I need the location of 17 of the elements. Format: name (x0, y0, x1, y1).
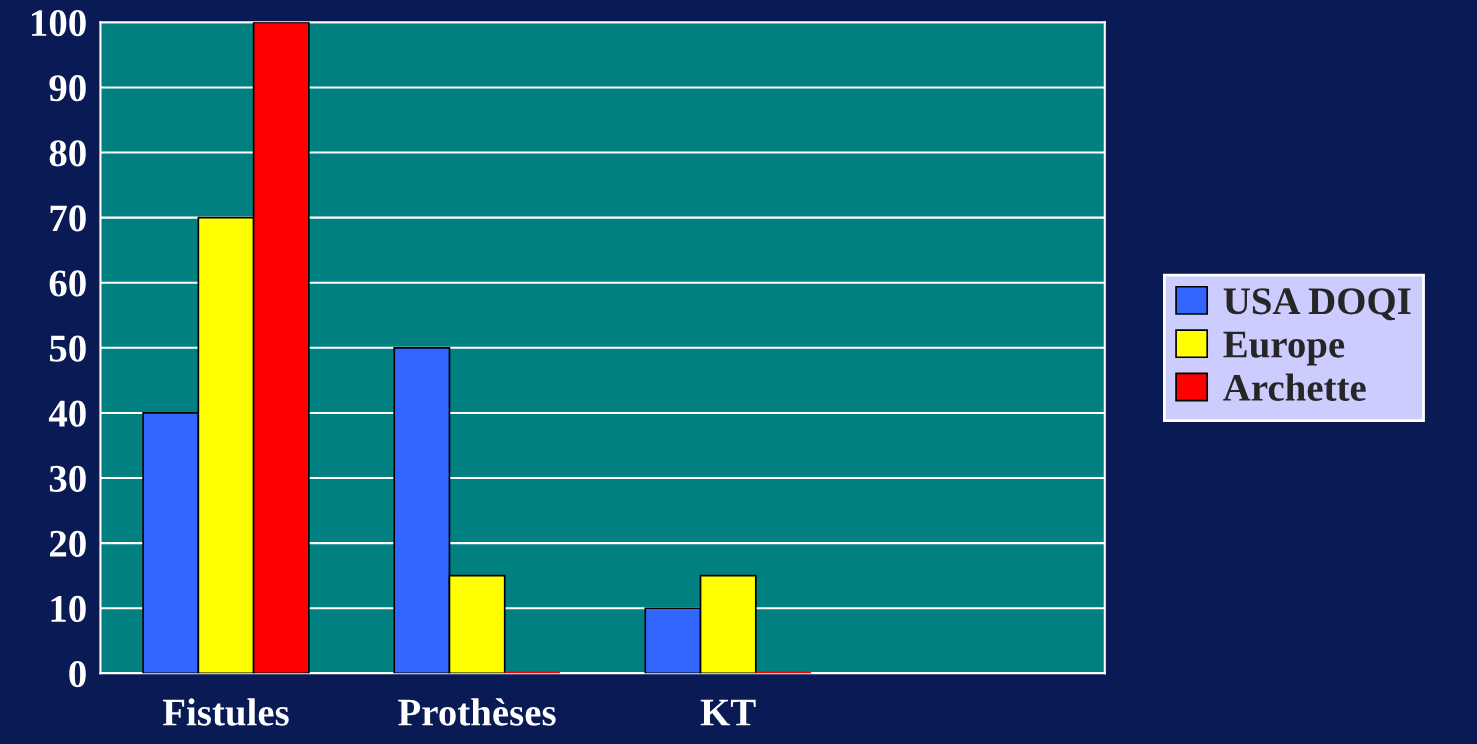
x-tick-label: Prothèses (398, 698, 556, 726)
legend-label: Europe (1223, 331, 1345, 366)
y-tick-label: 60 (49, 270, 86, 297)
y-tick-label: 80 (49, 140, 86, 167)
y-tick-label: 0 (69, 660, 86, 688)
x-tick-label: Fistules (162, 698, 289, 726)
y-tick-label: 70 (50, 205, 86, 232)
y-tick-label: 100 (32, 9, 86, 37)
y-tick-label: 20 (49, 530, 86, 557)
y-tick-label: 50 (49, 335, 86, 362)
legend-label: Archette (1223, 373, 1366, 401)
y-tick-label: 40 (48, 400, 86, 427)
legend-label: USA DOQI (1223, 288, 1411, 321)
y-tick-label: 90 (49, 75, 86, 102)
y-tick-label: 10 (51, 595, 86, 623)
y-tick-label: 30 (49, 465, 86, 492)
x-tick-label: KT (700, 699, 756, 726)
